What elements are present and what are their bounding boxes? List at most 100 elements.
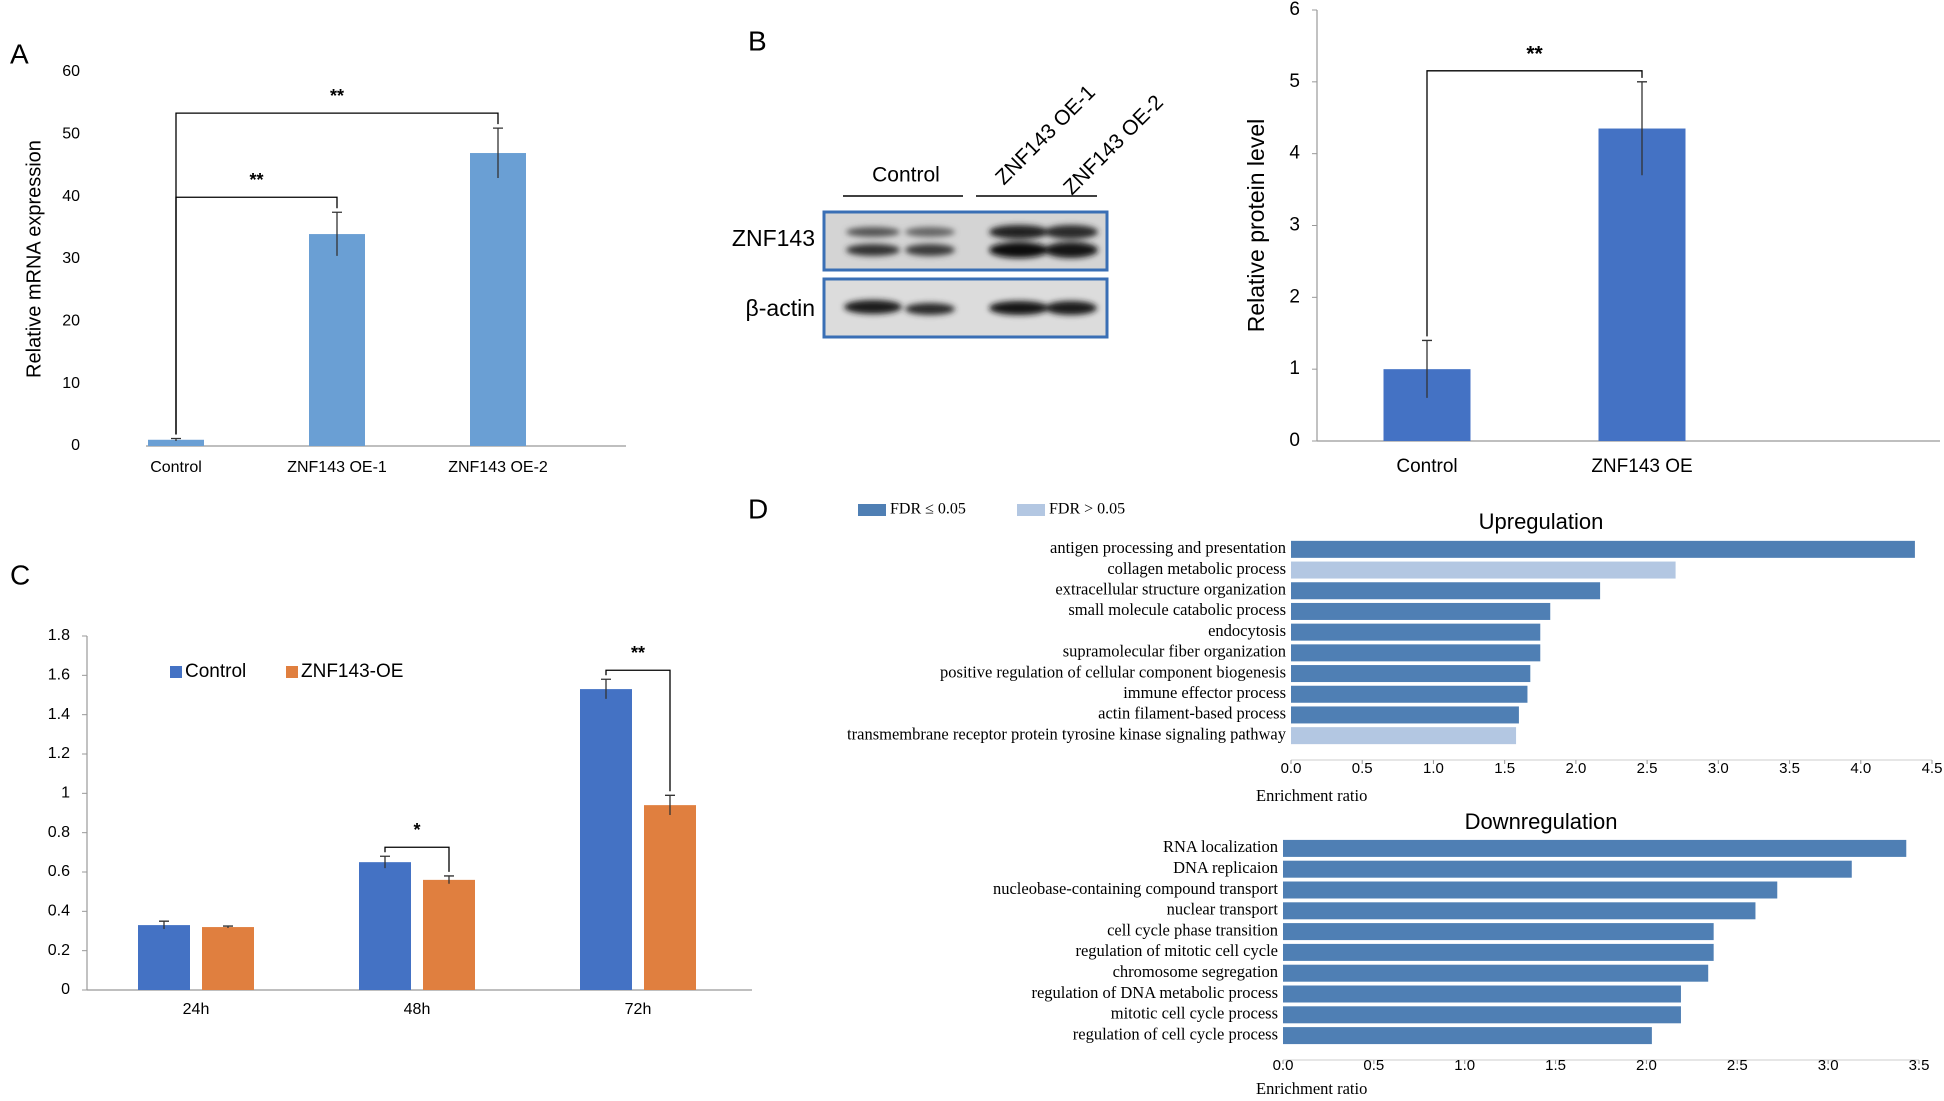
y-tick-label: 0: [71, 437, 80, 454]
y-tick-label: 1.6: [48, 667, 70, 684]
category-label: cell cycle phase transition: [1107, 920, 1278, 939]
western-blot: B Control ZNF143 OE-1 ZNF143 OE-2 ZNF143…: [732, 25, 1168, 339]
x-tick-label: 4.5: [1922, 760, 1943, 777]
y-tick-label: 1.2: [48, 745, 70, 762]
row-label: β-actin: [746, 295, 815, 321]
bar: [309, 234, 365, 446]
category-label: small molecule catabolic process: [1068, 600, 1286, 619]
y-tick-label: 20: [62, 313, 80, 330]
bar: [470, 153, 526, 447]
x-axis-label: Enrichment ratio: [1256, 786, 1367, 805]
significance-label: **: [1526, 42, 1543, 65]
bar: [1283, 1027, 1652, 1045]
bar: [1291, 685, 1528, 703]
x-tick-label: 1.5: [1545, 1057, 1566, 1074]
y-tick-label: 6: [1289, 0, 1300, 20]
y-tick-label: 60: [62, 63, 80, 80]
chart-title: Downregulation: [1465, 809, 1618, 834]
bar: [1291, 602, 1551, 620]
x-tick-label: 72h: [625, 1001, 652, 1018]
y-tick-label: 1.4: [48, 706, 70, 723]
error-bar: [332, 211, 342, 256]
significance-label: **: [631, 643, 645, 663]
category-label: DNA replicaion: [1173, 858, 1278, 877]
x-tick-label: 3.0: [1818, 1057, 1839, 1074]
x-tick-label: 0.5: [1363, 1057, 1384, 1074]
category-label: endocytosis: [1208, 621, 1286, 640]
bar: [1283, 943, 1714, 961]
x-tick-label: 3.5: [1779, 760, 1800, 777]
category-label: actin filament-based process: [1098, 704, 1286, 723]
error-bar: [159, 920, 169, 930]
y-tick-label: 1: [61, 785, 70, 802]
y-axis-label: Relative protein level: [1243, 119, 1269, 333]
bar: [1291, 665, 1531, 683]
x-tick-label: 1.0: [1423, 760, 1444, 777]
category-label: mitotic cell cycle process: [1111, 1004, 1278, 1023]
legend-label: Control: [185, 661, 246, 682]
x-tick-label: 0.5: [1352, 760, 1373, 777]
bar: [1291, 623, 1541, 641]
category-label: regulation of DNA metabolic process: [1031, 983, 1278, 1002]
y-tick-label: 0.8: [48, 824, 70, 841]
x-tick-label: 3.0: [1708, 760, 1729, 777]
x-tick-label: 1.0: [1454, 1057, 1475, 1074]
bar: [1291, 561, 1676, 579]
x-axis-label: Enrichment ratio: [1256, 1079, 1367, 1098]
panel-label: D: [748, 493, 768, 524]
y-tick-label: 0.4: [48, 903, 70, 920]
x-tick-label: 0.0: [1281, 760, 1302, 777]
error-bar: [171, 437, 181, 442]
x-tick-label: 48h: [404, 1001, 431, 1018]
significance-bracket: [1426, 70, 1643, 337]
error-bar: [444, 875, 454, 884]
y-tick-label: 1: [1289, 358, 1300, 379]
bar: [423, 879, 475, 990]
category-label: immune effector process: [1123, 683, 1286, 702]
panel-label: C: [10, 559, 30, 590]
category-label: nuclear transport: [1167, 900, 1279, 919]
y-tick-label: 3: [1289, 215, 1300, 236]
bar: [1291, 706, 1519, 724]
x-tick-label: 24h: [183, 1001, 210, 1018]
y-tick-label: 0: [61, 981, 70, 998]
category-label: chromosome segregation: [1113, 962, 1278, 981]
category-label: regulation of mitotic cell cycle: [1075, 941, 1278, 960]
bands: [846, 225, 1098, 258]
y-tick-label: 2: [1289, 286, 1300, 307]
error-bar: [601, 678, 611, 699]
legend-label: ZNF143-OE: [301, 661, 403, 682]
y-tick-label: 0.2: [48, 942, 70, 959]
bar: [644, 805, 696, 990]
category-label: RNA localization: [1163, 837, 1278, 856]
y-tick-label: 4: [1289, 143, 1300, 164]
legend-swatch: [1017, 504, 1045, 516]
legend-swatch: [286, 666, 298, 678]
x-tick-label: ZNF143 OE-2: [448, 459, 548, 476]
error-bar: [1422, 339, 1432, 398]
bar: [1291, 540, 1915, 558]
x-tick-label: ZNF143 OE: [1591, 456, 1692, 477]
panel-label: A: [10, 38, 29, 69]
x-tick-label: 4.0: [1850, 760, 1871, 777]
bar: [1283, 923, 1714, 941]
error-bar: [1637, 81, 1647, 176]
significance-bracket: [605, 669, 671, 792]
category-label: collagen metabolic process: [1107, 559, 1286, 578]
legend-label: FDR > 0.05: [1049, 501, 1125, 518]
bar: [1283, 985, 1681, 1003]
category-label: positive regulation of cellular componen…: [940, 662, 1286, 681]
bar: [1291, 582, 1601, 600]
significance-bracket: [175, 112, 499, 435]
y-tick-label: 30: [62, 250, 80, 267]
bar: [1283, 1006, 1681, 1024]
x-tick-label: Control: [150, 459, 202, 476]
legend-label: FDR ≤ 0.05: [890, 501, 966, 518]
x-tick-label: 1.5: [1494, 760, 1515, 777]
bar: [148, 439, 204, 446]
y-tick-label: 0: [1289, 430, 1300, 451]
x-tick-label: 3.5: [1909, 1057, 1930, 1074]
error-bar: [223, 925, 233, 929]
x-tick-label: 2.5: [1637, 760, 1658, 777]
category-label: supramolecular fiber organization: [1063, 642, 1286, 661]
